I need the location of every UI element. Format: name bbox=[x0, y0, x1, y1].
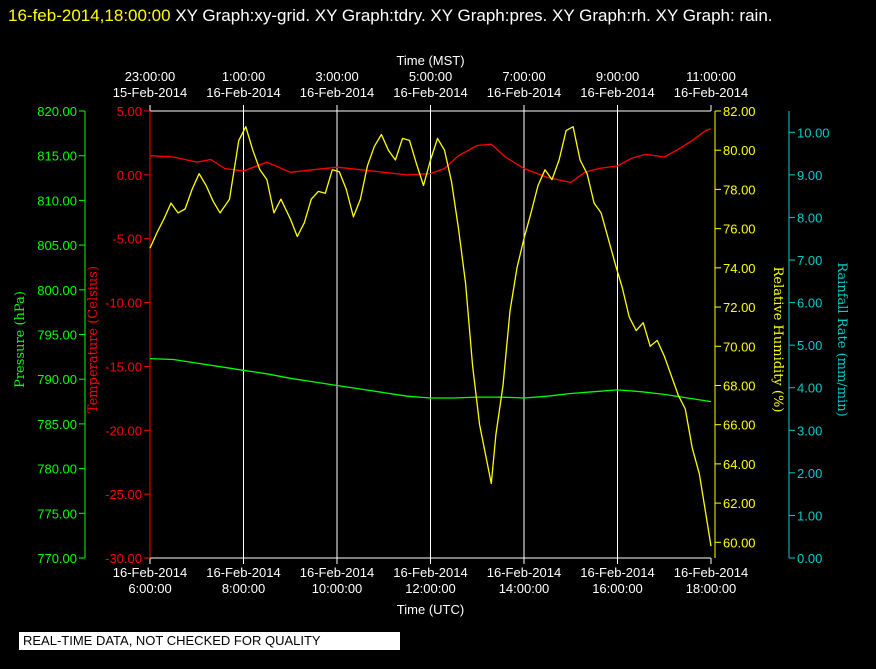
pressure-tick-label: 795.00 bbox=[37, 328, 77, 343]
rain-tick-label: 3.00 bbox=[797, 423, 822, 438]
humidity-tick-label: 72.00 bbox=[723, 300, 756, 315]
humidity-tick-label: 76.00 bbox=[723, 222, 756, 237]
series-rh-line bbox=[149, 126, 712, 547]
x-top-tick-time: 3:00:00 bbox=[315, 69, 358, 84]
rain-axis-label: Rainfall Rate (mm/min) bbox=[834, 262, 849, 416]
temperature-tick-label: -20.00 bbox=[105, 423, 142, 438]
humidity-tick-label: 82.00 bbox=[723, 104, 756, 119]
x-bottom-tick-date: 16-Feb-2014 bbox=[206, 565, 280, 580]
pressure-tick-label: 775.00 bbox=[37, 506, 77, 521]
rain-tick-label: 8.00 bbox=[797, 210, 822, 225]
x-bottom-tick-time: 10:00:00 bbox=[312, 581, 363, 596]
x-top-tick-time: 23:00:00 bbox=[125, 69, 176, 84]
x-top-tick-date: 16-Feb-2014 bbox=[206, 85, 280, 100]
pressure-tick-label: 785.00 bbox=[37, 417, 77, 432]
pressure-axis-label: Pressure (hPa) bbox=[13, 291, 28, 388]
pressure-tick-label: 810.00 bbox=[37, 193, 77, 208]
x-bottom-tick-time: 18:00:00 bbox=[686, 581, 737, 596]
humidity-tick-label: 68.00 bbox=[723, 378, 756, 393]
rain-tick-label: 7.00 bbox=[797, 253, 822, 268]
temperature-axis-label: Temperature (Celsius) bbox=[86, 266, 101, 413]
humidity-tick-label: 80.00 bbox=[723, 143, 756, 158]
humidity-tick-label: 70.00 bbox=[723, 339, 756, 354]
rain-tick-label: 5.00 bbox=[797, 338, 822, 353]
series-pres-line bbox=[149, 357, 712, 403]
series-tdry-line bbox=[149, 128, 712, 184]
x-top-axis-label: Time (MST) bbox=[396, 53, 464, 68]
chart-header: 16-feb-2014,18:00:00 XY Graph:xy-grid. X… bbox=[8, 2, 868, 29]
humidity-tick-label: 78.00 bbox=[723, 182, 756, 197]
pressure-tick-label: 820.00 bbox=[37, 104, 77, 119]
x-top-tick-time: 5:00:00 bbox=[409, 69, 452, 84]
x-bottom-tick-date: 16-Feb-2014 bbox=[300, 565, 374, 580]
pressure-tick-label: 770.00 bbox=[37, 551, 77, 566]
x-top-tick-date: 16-Feb-2014 bbox=[393, 85, 467, 100]
rain-tick-label: 0.00 bbox=[797, 551, 822, 566]
quality-disclaimer: REAL-TIME DATA, NOT CHECKED FOR QUALITY bbox=[19, 632, 400, 650]
temperature-tick-label: -10.00 bbox=[105, 296, 142, 311]
x-bottom-tick-date: 16-Feb-2014 bbox=[580, 565, 654, 580]
x-top-tick-date: 16-Feb-2014 bbox=[674, 85, 748, 100]
pressure-tick-label: 780.00 bbox=[37, 462, 77, 477]
x-bottom-axis-label: Time (UTC) bbox=[397, 602, 464, 617]
x-top-tick-time: 7:00:00 bbox=[502, 69, 545, 84]
x-bottom-tick-time: 14:00:00 bbox=[499, 581, 550, 596]
humidity-tick-label: 64.00 bbox=[723, 457, 756, 472]
rain-tick-label: 10.00 bbox=[797, 125, 830, 140]
x-bottom-tick-date: 16-Feb-2014 bbox=[113, 565, 187, 580]
pressure-tick-label: 815.00 bbox=[37, 149, 77, 164]
humidity-axis-label: Relative Humidity (%) bbox=[770, 267, 785, 413]
rain-tick-label: 1.00 bbox=[797, 508, 822, 523]
temperature-tick-label: -25.00 bbox=[105, 487, 142, 502]
x-top-tick-time: 11:00:00 bbox=[686, 69, 736, 84]
x-top-tick-date: 16-Feb-2014 bbox=[580, 85, 654, 100]
temperature-tick-label: -30.00 bbox=[105, 551, 142, 566]
x-top-tick-date: 16-Feb-2014 bbox=[487, 85, 561, 100]
pressure-tick-label: 800.00 bbox=[37, 283, 77, 298]
x-bottom-tick-time: 8:00:00 bbox=[222, 581, 265, 596]
temperature-tick-label: 5.00 bbox=[117, 104, 142, 119]
rain-tick-label: 9.00 bbox=[797, 168, 822, 183]
x-bottom-tick-date: 16-Feb-2014 bbox=[674, 565, 748, 580]
x-bottom-tick-time: 12:00:00 bbox=[405, 581, 456, 596]
rain-tick-label: 6.00 bbox=[797, 296, 822, 311]
x-bottom-tick-date: 16-Feb-2014 bbox=[393, 565, 467, 580]
x-top-tick-time: 1:00:00 bbox=[222, 69, 265, 84]
x-bottom-tick-time: 16:00:00 bbox=[592, 581, 643, 596]
humidity-tick-label: 66.00 bbox=[723, 418, 756, 433]
x-bottom-tick-time: 6:00:00 bbox=[128, 581, 171, 596]
timestamp: 16-feb-2014,18:00:00 bbox=[8, 6, 171, 25]
rain-tick-label: 2.00 bbox=[797, 466, 822, 481]
x-top-tick-date: 16-Feb-2014 bbox=[300, 85, 374, 100]
temperature-tick-label: 0.00 bbox=[117, 168, 142, 183]
humidity-tick-label: 62.00 bbox=[723, 496, 756, 511]
x-bottom-tick-date: 16-Feb-2014 bbox=[487, 565, 561, 580]
pressure-tick-label: 805.00 bbox=[37, 238, 77, 253]
temperature-tick-label: -5.00 bbox=[112, 232, 142, 247]
x-top-tick-date: 15-Feb-2014 bbox=[113, 85, 187, 100]
temperature-tick-label: -15.00 bbox=[105, 359, 142, 374]
graph-list: XY Graph:xy-grid. XY Graph:tdry. XY Grap… bbox=[170, 6, 773, 25]
rain-tick-label: 4.00 bbox=[797, 381, 822, 396]
x-top-tick-time: 9:00:00 bbox=[596, 69, 639, 84]
pressure-tick-label: 790.00 bbox=[37, 372, 77, 387]
humidity-tick-label: 60.00 bbox=[723, 535, 756, 550]
humidity-tick-label: 74.00 bbox=[723, 261, 756, 276]
